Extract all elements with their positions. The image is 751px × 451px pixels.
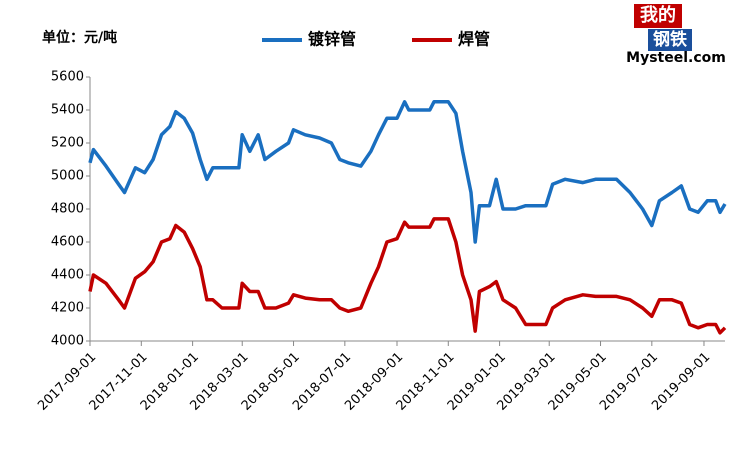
logo-middle: 钢铁 (653, 29, 687, 50)
logo-bottom: Mysteel.com (626, 50, 726, 66)
logo-bg (648, 29, 692, 51)
series-line (88, 217, 727, 335)
logo-bg (634, 4, 682, 28)
y-tick-label: 5600 (51, 70, 84, 85)
y-tick-label: 5400 (51, 103, 84, 118)
series-line (88, 100, 727, 244)
y-tick-label: 4400 (51, 268, 84, 283)
y-tick-label: 5000 (51, 169, 84, 184)
y-tick-label: 4200 (51, 301, 84, 316)
logo-top: 我的 (640, 4, 676, 26)
y-tick-label: 4600 (51, 235, 84, 250)
legend-label: 焊管 (458, 30, 490, 49)
y-tick-label: 4000 (51, 334, 84, 349)
y-tick-label: 4800 (51, 202, 84, 217)
legend-label: 镀锌管 (308, 30, 356, 49)
unit-label: 单位：元/吨 (42, 29, 117, 46)
y-tick-label: 5200 (51, 136, 84, 151)
